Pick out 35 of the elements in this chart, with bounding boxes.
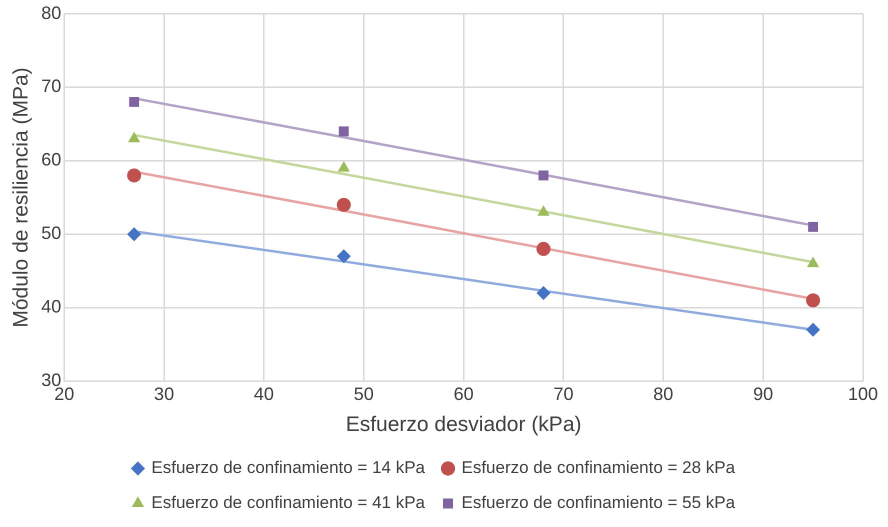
y-tick-label: 70 — [41, 76, 62, 96]
point — [129, 97, 140, 107]
y-tick-label: 80 — [41, 2, 62, 23]
legend-label: Esfuerzo de confinamiento = 55 kPa — [462, 493, 736, 512]
point — [807, 256, 820, 268]
x-tick-label: 60 — [454, 384, 474, 404]
point — [806, 293, 820, 308]
x-axis-title: Esfuerzo desviador (kPa) — [346, 413, 582, 436]
point — [536, 286, 550, 300]
point — [338, 126, 349, 136]
point — [806, 322, 820, 337]
legend-label: Esfuerzo de confinamiento = 14 kPa — [151, 458, 426, 478]
x-tick-label: 30 — [154, 384, 174, 404]
point — [808, 222, 818, 232]
point — [128, 132, 140, 142]
point — [336, 249, 351, 264]
y-tick-label: 60 — [41, 150, 62, 170]
legend-label: Esfuerzo de confinamiento = 28 kPa — [462, 458, 736, 478]
point — [127, 227, 142, 242]
point — [338, 161, 350, 172]
x-tick-label: 50 — [354, 384, 374, 404]
point — [538, 170, 548, 180]
y-tick-label: 40 — [41, 296, 62, 317]
point — [336, 198, 351, 212]
x-tick-label: 90 — [753, 384, 774, 404]
legend-label: Esfuerzo de confinamiento = 41 kPa — [151, 493, 426, 512]
x-tick-label: 80 — [653, 384, 674, 404]
x-tick-label: 100 — [848, 384, 878, 404]
y-axis-title: Módulo de resiliencia (MPa) — [9, 67, 32, 328]
point — [127, 168, 142, 182]
point — [536, 242, 550, 256]
x-tick-label: 70 — [553, 384, 574, 404]
point — [537, 205, 550, 216]
y-tick-label: 50 — [41, 223, 62, 244]
x-tick-label: 40 — [254, 384, 274, 404]
